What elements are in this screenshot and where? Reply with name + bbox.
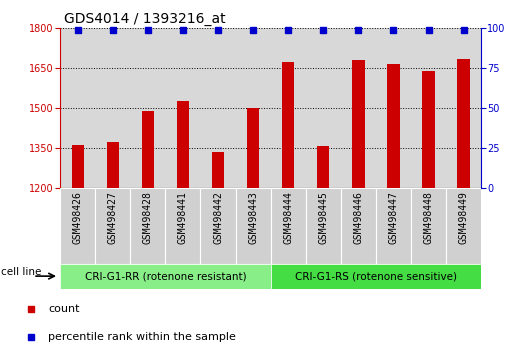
- FancyBboxPatch shape: [235, 188, 271, 264]
- Bar: [458, 59, 470, 188]
- FancyBboxPatch shape: [60, 188, 95, 264]
- Bar: [72, 145, 84, 188]
- Text: GDS4014 / 1393216_at: GDS4014 / 1393216_at: [64, 12, 226, 26]
- Text: count: count: [48, 304, 79, 314]
- Text: GSM498448: GSM498448: [424, 192, 434, 244]
- FancyBboxPatch shape: [165, 188, 200, 264]
- FancyBboxPatch shape: [200, 188, 235, 264]
- Bar: [352, 60, 365, 188]
- Text: GSM498444: GSM498444: [283, 192, 293, 244]
- Text: CRI-G1-RS (rotenone sensitive): CRI-G1-RS (rotenone sensitive): [295, 271, 457, 281]
- Bar: [142, 110, 154, 188]
- FancyBboxPatch shape: [130, 188, 165, 264]
- Text: GSM498442: GSM498442: [213, 192, 223, 244]
- Text: cell line: cell line: [1, 267, 41, 278]
- Text: GSM498427: GSM498427: [108, 192, 118, 244]
- Bar: [423, 71, 435, 188]
- FancyBboxPatch shape: [271, 264, 481, 289]
- FancyBboxPatch shape: [95, 188, 130, 264]
- Text: percentile rank within the sample: percentile rank within the sample: [48, 332, 236, 342]
- Text: GSM498445: GSM498445: [319, 192, 328, 244]
- Bar: [317, 147, 329, 188]
- FancyBboxPatch shape: [411, 188, 446, 264]
- Text: CRI-G1-RR (rotenone resistant): CRI-G1-RR (rotenone resistant): [85, 271, 246, 281]
- FancyBboxPatch shape: [271, 188, 306, 264]
- Text: GSM498426: GSM498426: [73, 192, 83, 244]
- Bar: [247, 108, 259, 188]
- Text: GSM498446: GSM498446: [354, 192, 363, 244]
- Bar: [107, 142, 119, 188]
- FancyBboxPatch shape: [376, 188, 411, 264]
- FancyBboxPatch shape: [341, 188, 376, 264]
- FancyBboxPatch shape: [306, 188, 341, 264]
- Bar: [212, 152, 224, 188]
- Text: GSM498449: GSM498449: [459, 192, 469, 244]
- FancyBboxPatch shape: [60, 264, 271, 289]
- Text: GSM498428: GSM498428: [143, 192, 153, 244]
- Bar: [388, 64, 400, 188]
- Text: GSM498443: GSM498443: [248, 192, 258, 244]
- Bar: [177, 101, 189, 188]
- Bar: [282, 62, 294, 188]
- Text: GSM498447: GSM498447: [389, 192, 399, 244]
- FancyBboxPatch shape: [446, 188, 481, 264]
- Text: GSM498441: GSM498441: [178, 192, 188, 244]
